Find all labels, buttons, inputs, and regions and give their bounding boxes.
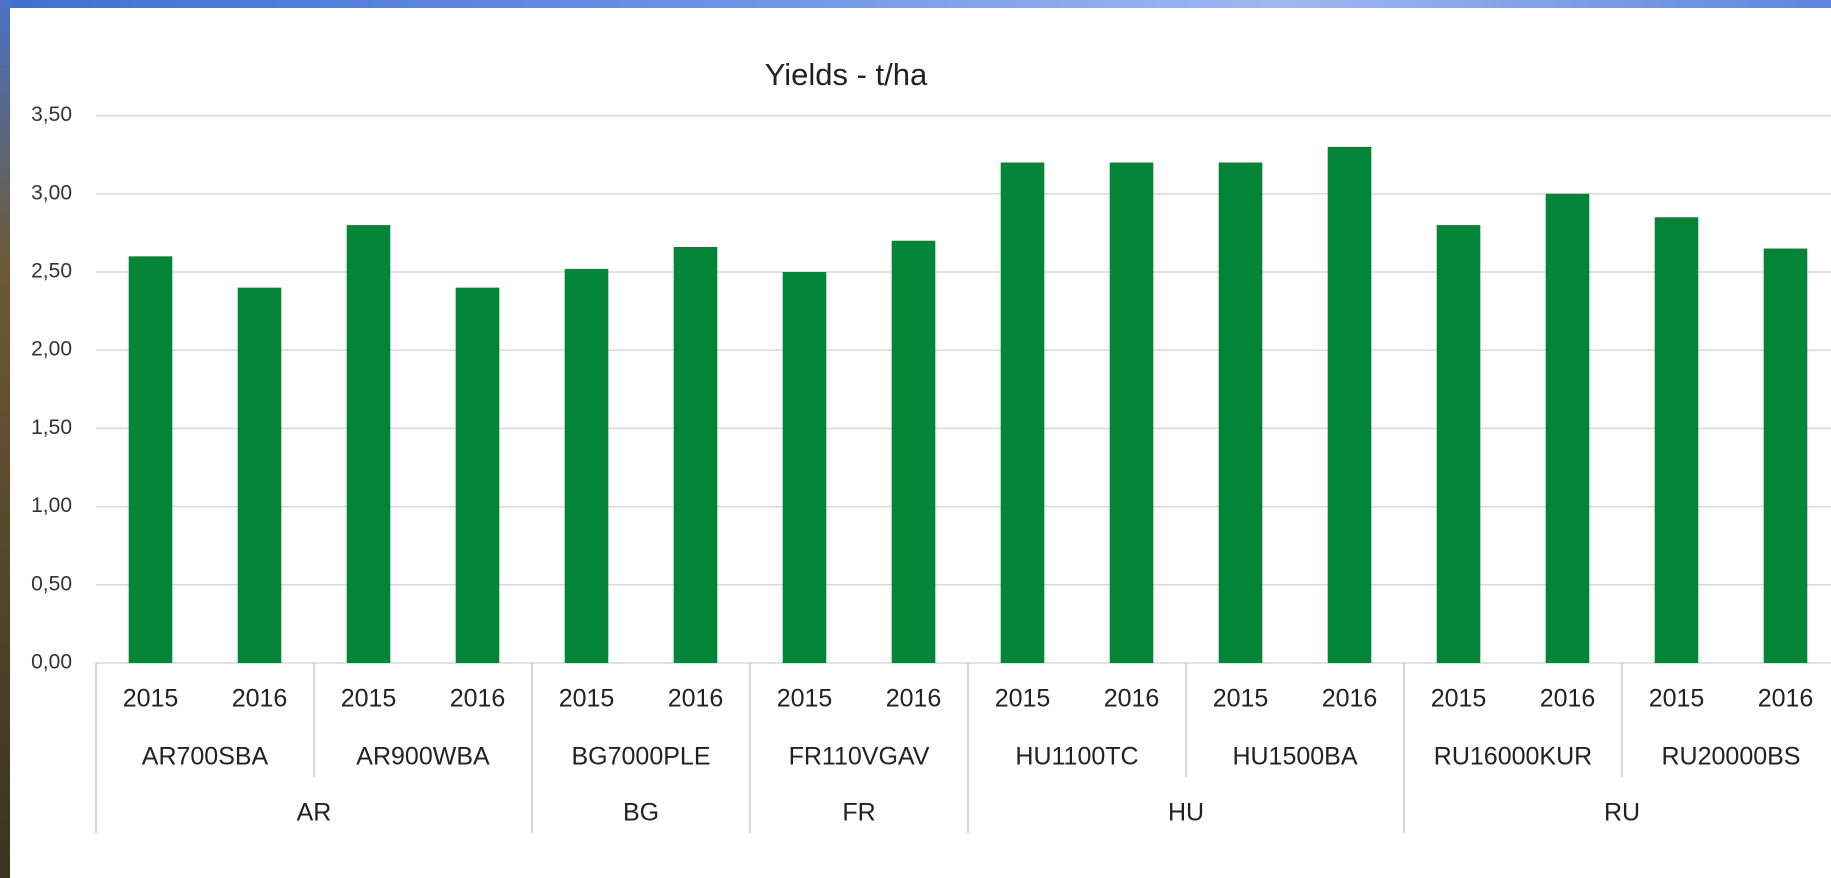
- bar: [565, 269, 609, 663]
- bar: [674, 247, 718, 663]
- bar: [1437, 225, 1481, 663]
- bar: [1546, 194, 1590, 663]
- site-label: AR900WBA: [356, 743, 490, 771]
- y-tick-label: 3,50: [31, 103, 72, 126]
- site-label: RU16000KUR: [1434, 743, 1592, 771]
- x-tick-label: 2015: [1431, 685, 1487, 713]
- y-tick-label: 1,50: [31, 416, 72, 439]
- site-label: FR110VGAV: [789, 743, 930, 771]
- bar: [1001, 163, 1045, 663]
- bar: [238, 288, 282, 663]
- page: Yields - t/ha 0,00 0,50 1,00 1,50 2,00 2,50 3,…: [0, 0, 1831, 878]
- chart-title: Yields - t/ha: [765, 57, 928, 92]
- x-tick-label: 2015: [559, 685, 615, 713]
- bar: [783, 272, 827, 663]
- country-label: AR: [297, 799, 332, 827]
- bar: [129, 256, 173, 663]
- bar: [1764, 249, 1808, 663]
- x-tick-label: 2016: [450, 685, 506, 713]
- x-tick-label: 2015: [995, 685, 1051, 713]
- y-tick-label: 3,00: [31, 181, 72, 204]
- x-tick-label: 2016: [886, 685, 942, 713]
- x-tick-label: 2016: [1540, 685, 1596, 713]
- bar: [1655, 217, 1699, 663]
- bar: [1110, 163, 1154, 663]
- y-tick-label: 1,00: [31, 494, 72, 517]
- bar: [1328, 147, 1372, 663]
- x-tick-label: 2015: [341, 685, 397, 713]
- x-tick-label: 2016: [232, 685, 288, 713]
- chart: Yields - t/ha 0,00 0,50 1,00 1,50 2,00 2,50 3,…: [0, 0, 1831, 878]
- x-tick-label: 2015: [1649, 685, 1705, 713]
- x-tick-label: 2015: [777, 685, 833, 713]
- site-label: BG7000PLE: [572, 743, 711, 771]
- x-tick-label: 2016: [1758, 685, 1814, 713]
- x-tick-label: 2015: [1213, 685, 1269, 713]
- x-tick-label: 2015: [123, 685, 179, 713]
- y-tick-label: 2,00: [31, 338, 72, 361]
- x-tick-label: 2016: [1322, 685, 1378, 713]
- y-tick-label: 2,50: [31, 260, 72, 283]
- bar: [1219, 163, 1263, 663]
- site-label: HU1100TC: [1015, 743, 1138, 771]
- site-label: RU20000BS: [1662, 743, 1801, 771]
- site-label: AR700SBA: [142, 743, 269, 771]
- y-tick-label: 0,50: [31, 572, 72, 595]
- bar: [892, 241, 936, 663]
- y-tick-label: 0,00: [31, 651, 72, 674]
- country-label: HU: [1168, 799, 1204, 827]
- bar: [456, 288, 500, 663]
- site-label: HU1500BA: [1232, 743, 1357, 771]
- country-label: RU: [1604, 799, 1640, 827]
- country-label: BG: [623, 799, 659, 827]
- x-tick-label: 2016: [1104, 685, 1160, 713]
- x-tick-label: 2016: [668, 685, 724, 713]
- bar: [347, 225, 391, 663]
- country-label: FR: [842, 799, 875, 827]
